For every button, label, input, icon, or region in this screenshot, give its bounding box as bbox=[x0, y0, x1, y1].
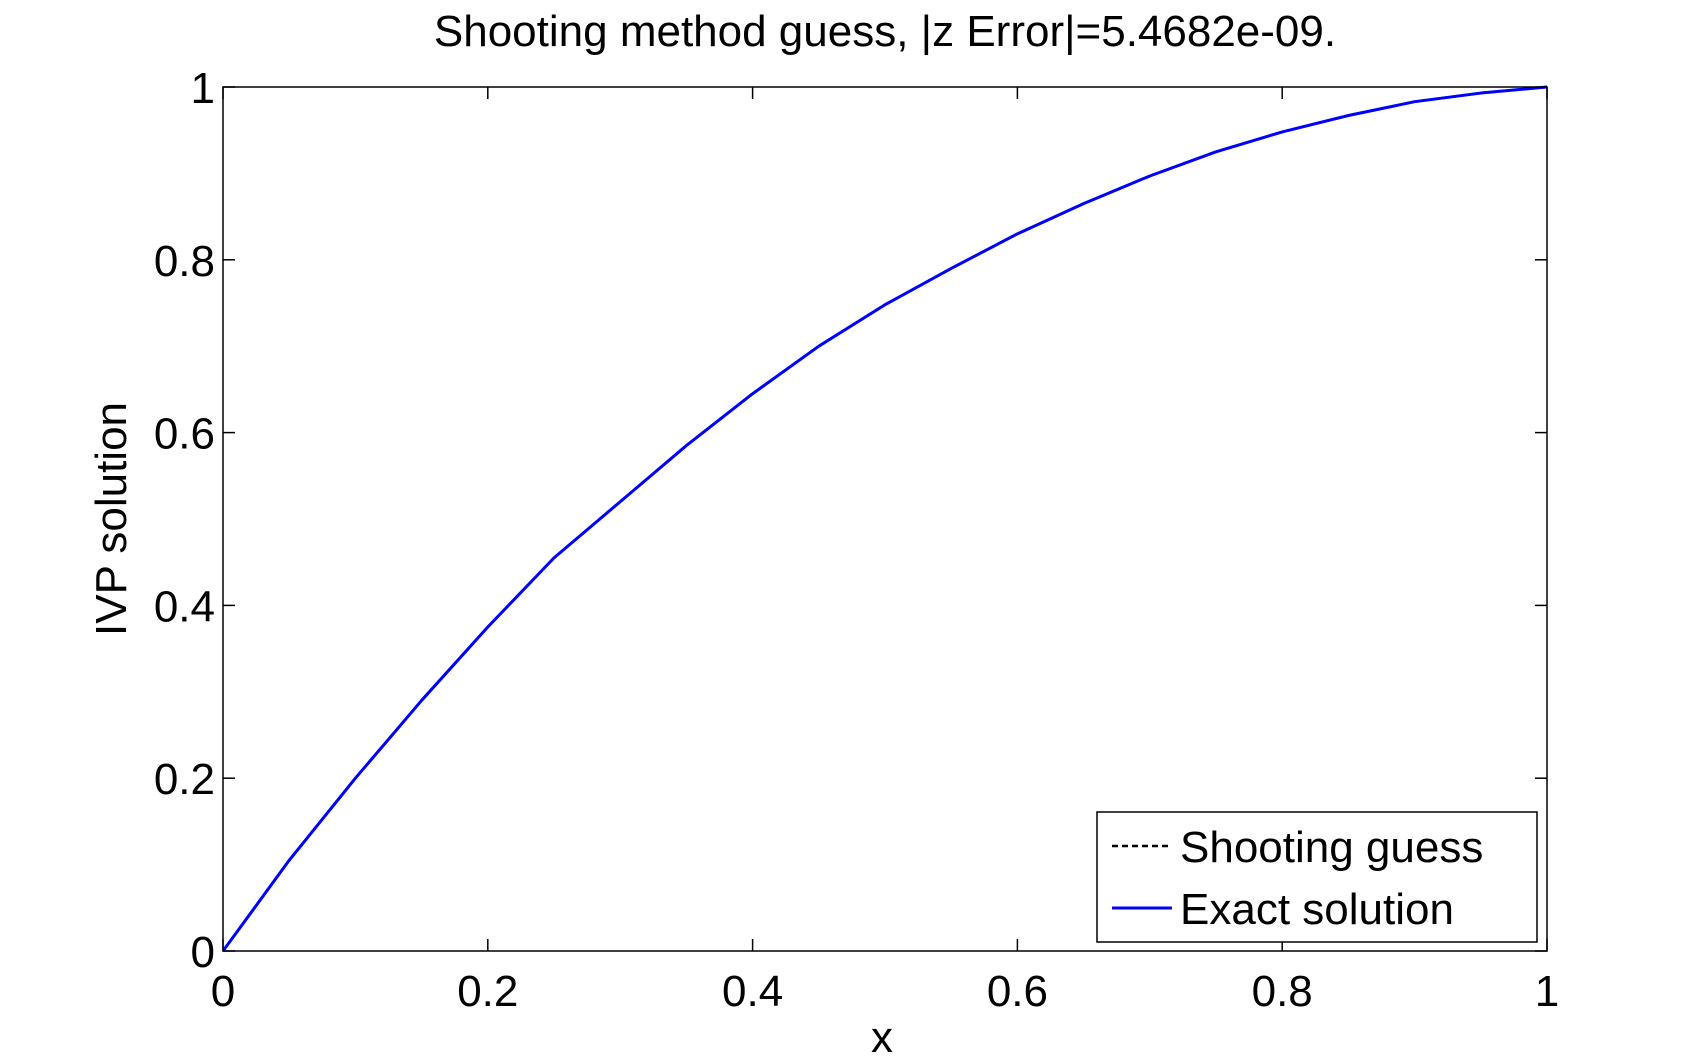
x-tick-label: 1 bbox=[1535, 967, 1559, 1016]
legend-label-shooting-guess: Shooting guess bbox=[1180, 823, 1483, 872]
y-axis-label: IVP solution bbox=[87, 402, 136, 636]
y-tick-label: 0.2 bbox=[154, 755, 215, 804]
series-line-exact-solution bbox=[221, 85, 1548, 952]
chart-title: Shooting method guess, |z Error|=5.4682e… bbox=[434, 7, 1336, 56]
y-tick-label: 0.6 bbox=[154, 410, 215, 459]
y-tick-label: 1 bbox=[191, 64, 215, 113]
legend-label-exact-solution: Exact solution bbox=[1180, 885, 1454, 934]
legend: Shooting guess Exact solution bbox=[1096, 811, 1538, 943]
x-axis-label: x bbox=[871, 1013, 893, 1057]
y-tick-label: 0 bbox=[191, 928, 215, 977]
series-layer bbox=[221, 85, 1548, 952]
x-tick-label: 0.8 bbox=[1252, 967, 1313, 1016]
legend-box bbox=[1096, 811, 1538, 943]
y-tick-label: 0.8 bbox=[154, 237, 215, 286]
plot-area bbox=[223, 87, 1547, 951]
tick-labels: 0 0.2 0.4 0.6 0.8 1 0 0.2 0.4 0.6 0.8 1 bbox=[154, 64, 1559, 1016]
x-tick-label: 0.6 bbox=[987, 967, 1048, 1016]
x-tick-label: 0 bbox=[211, 967, 235, 1016]
plot-frame bbox=[222, 86, 1548, 952]
y-tick-label: 0.4 bbox=[154, 582, 215, 631]
x-tick-label: 0.4 bbox=[722, 967, 783, 1016]
x-tick-label: 0.2 bbox=[457, 967, 518, 1016]
